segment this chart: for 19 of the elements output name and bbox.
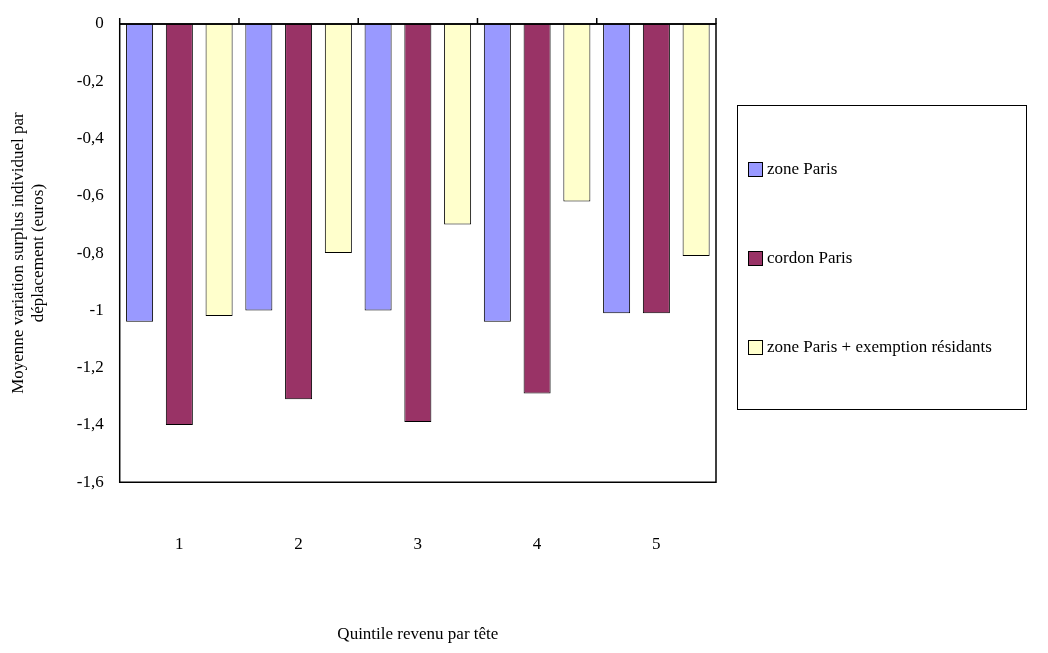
x-tick-label: 2 xyxy=(294,533,303,553)
legend-label: zone Paris xyxy=(767,157,838,180)
x-tick-label: 1 xyxy=(175,533,184,553)
x-tick-label: 3 xyxy=(413,533,423,553)
y-tick-label: -0,4 xyxy=(76,128,105,148)
y-tick-label: -1,4 xyxy=(76,414,105,434)
y-axis-title: Moyenne variation surplus individuel par déplacement (euros) xyxy=(7,112,48,394)
x-axis-title: Quintile revenu par tête xyxy=(337,624,499,644)
y-tick-label: -0,8 xyxy=(76,242,104,262)
y-tick-label: -1 xyxy=(89,299,104,319)
x-tick-label: 5 xyxy=(652,533,661,553)
y-tick-label: -1,6 xyxy=(76,471,104,491)
legend-label: zone Paris + exemption résidants xyxy=(767,335,992,358)
y-tick-label: -0,6 xyxy=(76,185,104,205)
y-tick-label: -1,2 xyxy=(76,357,104,377)
y-tick-label: 0 xyxy=(95,13,104,33)
y-tick-label: -0,2 xyxy=(76,70,104,90)
x-tick-label: 4 xyxy=(532,533,542,553)
legend-label: cordon Paris xyxy=(767,246,853,269)
